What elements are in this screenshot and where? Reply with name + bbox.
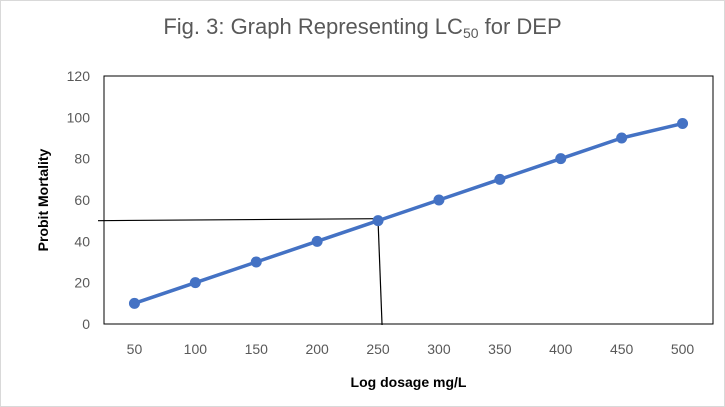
y-axis-label: Probit Mortality xyxy=(35,148,51,251)
x-tick-label: 300 xyxy=(427,341,451,357)
data-point xyxy=(250,256,262,268)
data-point xyxy=(311,235,323,247)
data-point xyxy=(372,215,384,227)
x-tick-label: 50 xyxy=(127,341,143,357)
x-tick-label: 250 xyxy=(366,341,390,357)
x-tick-label: 400 xyxy=(549,341,573,357)
x-tick-label: 100 xyxy=(184,341,208,357)
y-tick-label: 0 xyxy=(82,316,90,332)
reference-line-vertical xyxy=(377,220,383,326)
reference-lines xyxy=(97,218,383,326)
data-point xyxy=(677,118,689,130)
y-tick-label: 40 xyxy=(74,233,90,249)
x-tick-label: 200 xyxy=(305,341,329,357)
x-tick-label: 350 xyxy=(488,341,512,357)
data-point xyxy=(128,297,140,309)
y-tick-label: 20 xyxy=(74,275,90,291)
x-tick-label: 150 xyxy=(245,341,269,357)
data-point xyxy=(616,132,628,144)
x-axis-label: Log dosage mg/L xyxy=(351,374,467,390)
plot-area xyxy=(103,75,714,325)
data-point xyxy=(555,153,567,165)
x-axis-ticks: 50 100 150 200 250 300 350 400 450 500 xyxy=(127,341,695,357)
y-axis-ticks: 0 20 40 60 80 100 120 xyxy=(67,68,91,332)
y-tick-label: 120 xyxy=(67,68,91,84)
data-points xyxy=(128,118,689,309)
data-point xyxy=(189,277,201,289)
reference-line-horizontal xyxy=(97,218,379,222)
y-tick-label: 80 xyxy=(74,151,90,167)
x-tick-label: 500 xyxy=(671,341,695,357)
x-tick-label: 450 xyxy=(610,341,634,357)
data-point xyxy=(433,194,445,206)
y-tick-label: 100 xyxy=(67,109,91,125)
chart-title: Fig. 3: Graph Representing LC50 for DEP xyxy=(163,14,562,41)
y-tick-label: 60 xyxy=(74,192,90,208)
series-line xyxy=(132,121,685,306)
data-point xyxy=(494,173,506,185)
